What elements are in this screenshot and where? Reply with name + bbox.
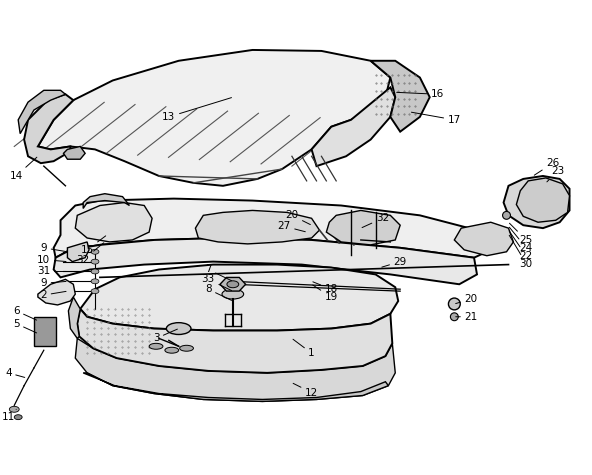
Text: 7: 7 [205,265,231,281]
Text: 23: 23 [547,166,564,182]
Text: 26: 26 [534,158,559,175]
Ellipse shape [222,289,244,299]
Polygon shape [75,202,152,242]
Ellipse shape [166,323,191,334]
Ellipse shape [91,269,99,274]
Ellipse shape [451,313,458,321]
Text: 18: 18 [313,282,338,294]
Ellipse shape [165,347,179,353]
Text: 11: 11 [2,409,16,422]
Polygon shape [67,242,89,262]
Text: 29: 29 [382,256,407,267]
Text: 14: 14 [9,157,37,181]
Polygon shape [54,199,489,257]
Text: 8: 8 [205,284,231,300]
Text: 2: 2 [40,290,66,300]
Text: 5: 5 [13,319,37,333]
Text: 16: 16 [397,89,444,99]
Polygon shape [454,222,513,256]
Text: 19: 19 [313,285,338,302]
Polygon shape [38,279,75,305]
Text: 20: 20 [285,210,310,225]
Text: 25: 25 [510,223,533,245]
Polygon shape [220,277,246,291]
Ellipse shape [179,345,194,351]
Bar [34,317,56,346]
Text: 31: 31 [37,266,66,276]
Text: 9: 9 [40,243,66,253]
Text: 32: 32 [76,243,104,265]
Ellipse shape [503,211,510,219]
Polygon shape [83,373,388,401]
Ellipse shape [9,406,19,412]
Ellipse shape [91,259,99,264]
Ellipse shape [448,298,460,310]
Text: 12: 12 [293,383,318,398]
Text: 24: 24 [509,227,533,253]
Ellipse shape [91,279,99,284]
Polygon shape [83,194,130,209]
Text: 6: 6 [13,306,37,320]
Polygon shape [311,87,395,166]
Ellipse shape [14,415,22,419]
Text: 17: 17 [411,112,461,125]
Polygon shape [63,146,85,159]
Polygon shape [504,176,570,228]
Text: 13: 13 [162,98,231,122]
Text: 33: 33 [202,275,231,291]
Text: 3: 3 [153,329,178,343]
Polygon shape [18,90,66,133]
Polygon shape [54,238,477,284]
Text: 4: 4 [5,368,25,378]
Text: 15: 15 [81,236,106,255]
Text: 22: 22 [509,231,533,261]
Ellipse shape [227,281,239,288]
Text: 20: 20 [456,294,478,304]
Polygon shape [78,309,392,373]
Polygon shape [195,210,320,244]
Polygon shape [24,94,73,163]
Text: 32: 32 [362,213,389,228]
Polygon shape [371,61,430,132]
Ellipse shape [91,249,99,254]
Ellipse shape [149,343,163,349]
Polygon shape [38,50,390,186]
Text: 21: 21 [456,312,478,322]
Text: 10: 10 [37,255,66,265]
Polygon shape [81,265,398,331]
Ellipse shape [91,289,99,294]
Polygon shape [75,338,395,401]
Polygon shape [69,297,81,338]
Text: 27: 27 [278,221,305,232]
Polygon shape [326,210,400,245]
Text: 1: 1 [293,339,315,358]
Polygon shape [516,178,570,222]
Text: 30: 30 [509,235,533,268]
Text: 9: 9 [40,278,66,288]
